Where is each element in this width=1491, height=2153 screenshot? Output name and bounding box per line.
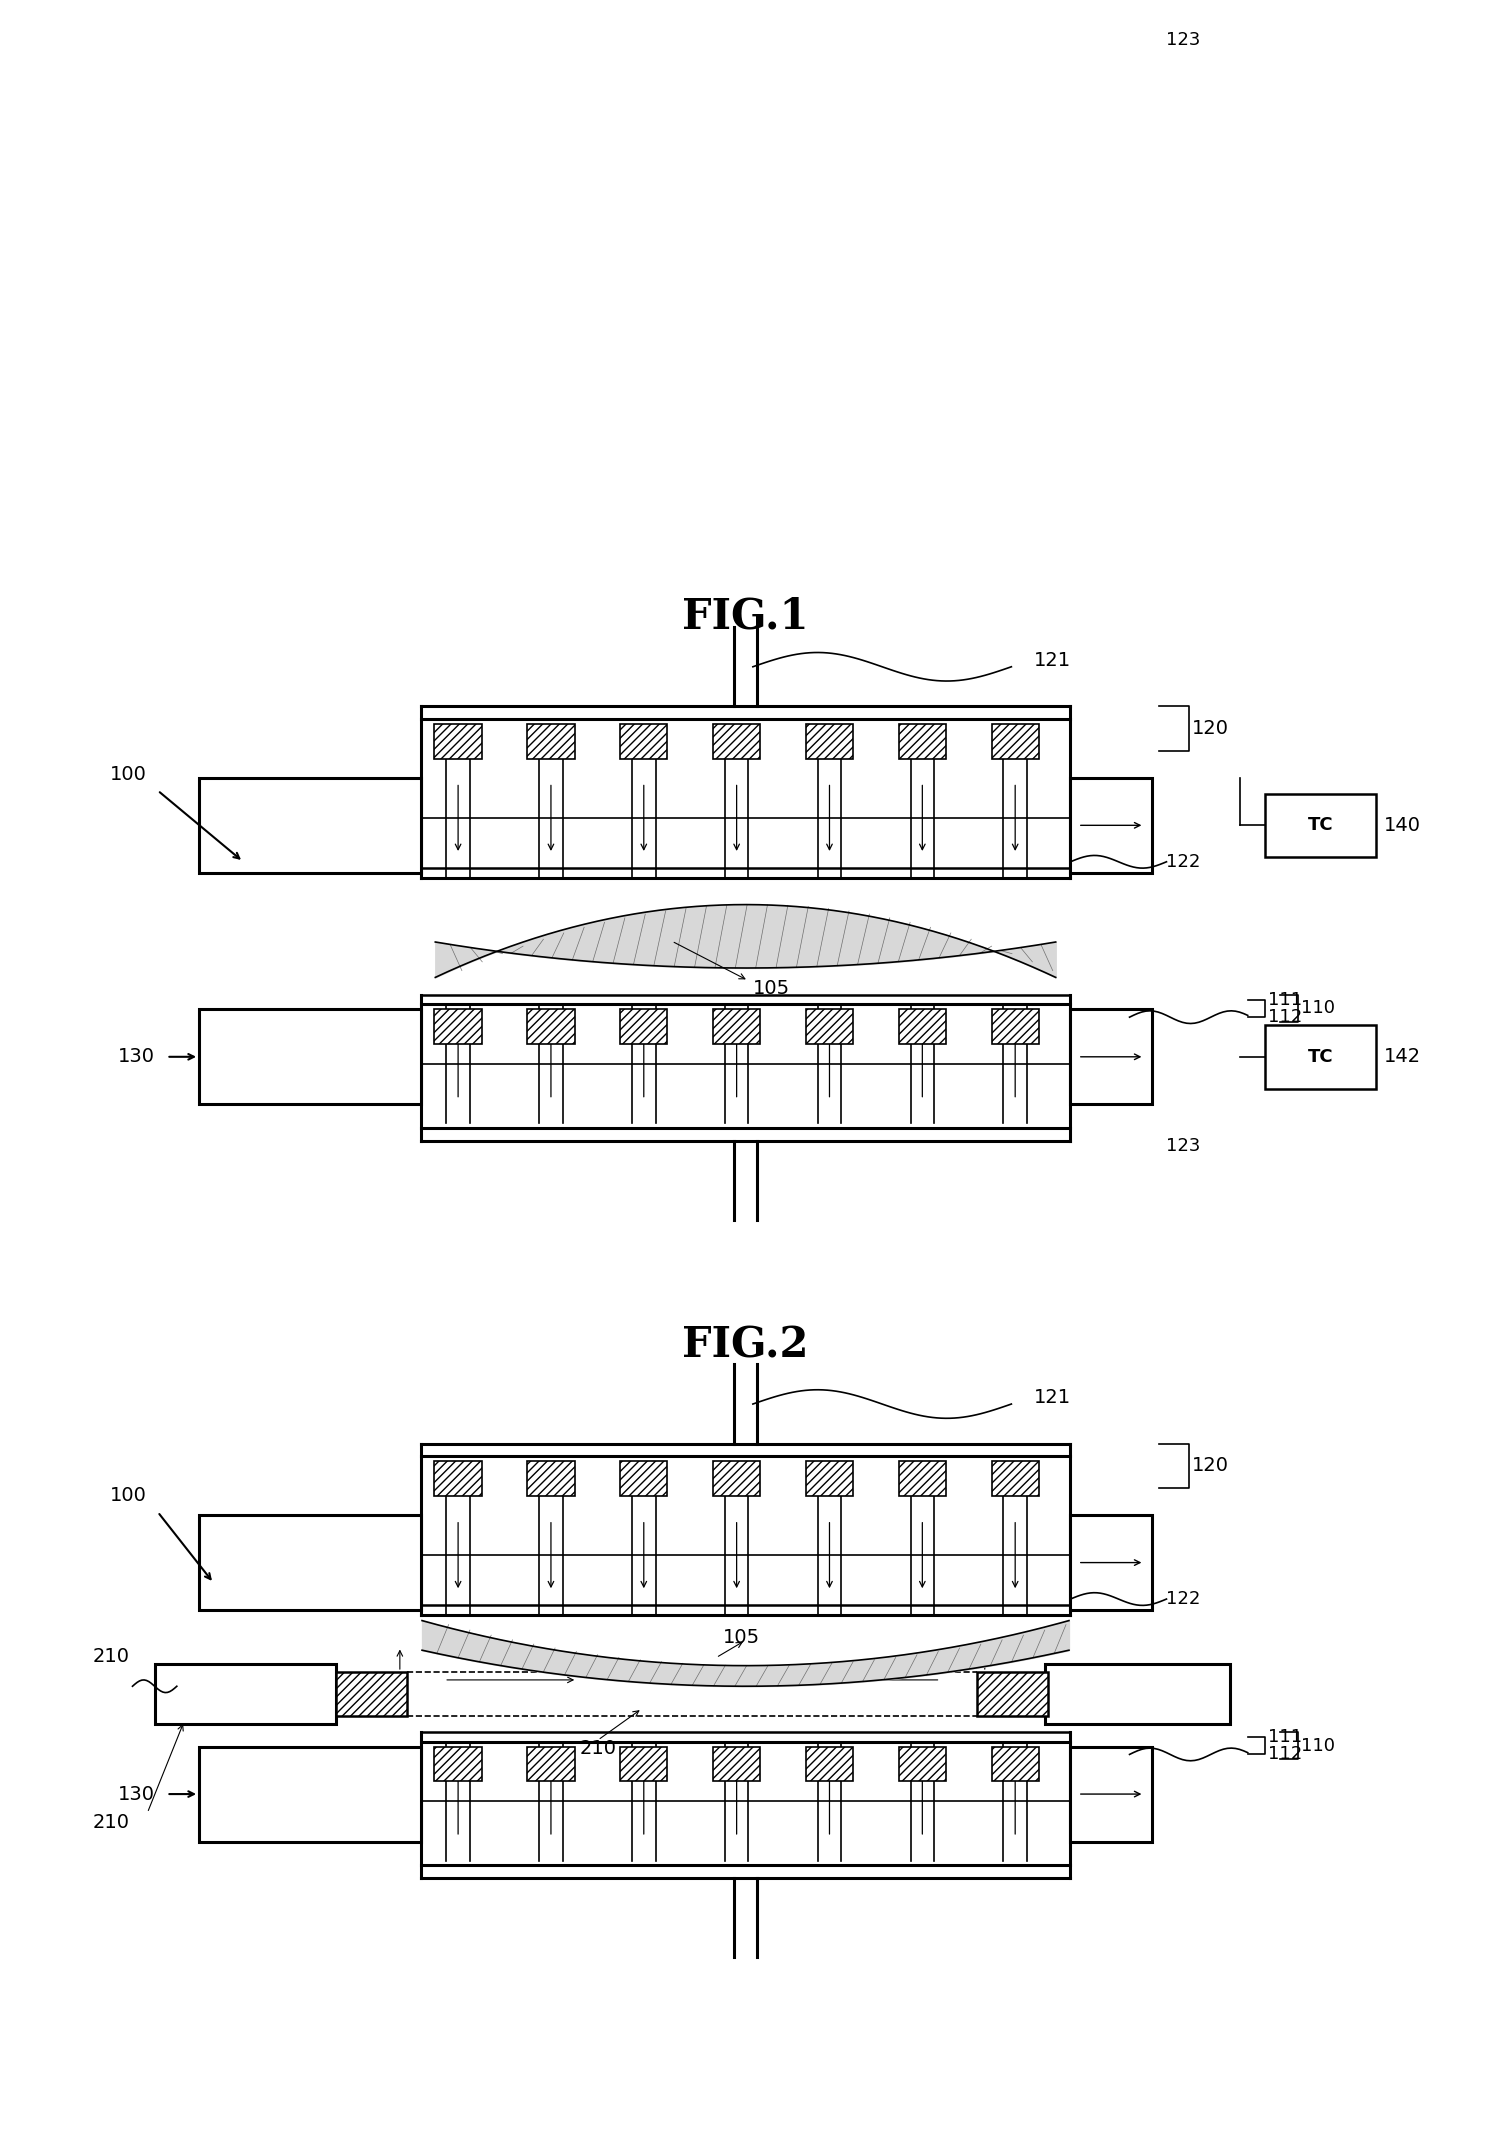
Bar <box>992 1010 1039 1044</box>
Text: 100: 100 <box>110 764 148 784</box>
Bar <box>992 723 1039 758</box>
Bar <box>434 723 482 758</box>
Text: 105: 105 <box>753 980 790 999</box>
Text: 210: 210 <box>580 1740 616 1757</box>
Bar <box>899 1010 945 1044</box>
Bar <box>198 1516 420 1610</box>
Bar <box>337 1673 407 1716</box>
Bar <box>1266 1025 1376 1089</box>
Text: 111: 111 <box>1269 1729 1303 1746</box>
Text: TC: TC <box>1308 1049 1333 1066</box>
Bar <box>713 1462 760 1496</box>
Bar <box>198 777 420 872</box>
Bar <box>528 1010 574 1044</box>
Bar <box>528 1462 574 1496</box>
Bar <box>805 1462 853 1496</box>
Text: 121: 121 <box>1033 650 1071 670</box>
Text: 140: 140 <box>1384 816 1421 835</box>
Bar <box>620 1746 668 1781</box>
Bar <box>434 1462 482 1496</box>
Bar <box>1071 1010 1151 1104</box>
Text: 123: 123 <box>1166 30 1200 50</box>
Bar <box>805 723 853 758</box>
Text: FIG.1: FIG.1 <box>683 594 808 637</box>
Bar <box>528 1746 574 1781</box>
Bar <box>805 1010 853 1044</box>
Text: 210: 210 <box>92 1813 130 1832</box>
Bar <box>992 1746 1039 1781</box>
Text: 121: 121 <box>1033 1389 1071 1408</box>
Text: 142: 142 <box>1384 1046 1421 1066</box>
Bar <box>198 1746 420 1841</box>
Text: 112: 112 <box>1269 1746 1303 1763</box>
Text: 100: 100 <box>110 1486 148 1505</box>
Text: TC: TC <box>1308 816 1333 835</box>
Bar <box>992 1462 1039 1496</box>
Bar <box>434 1746 482 1781</box>
Bar <box>528 723 574 758</box>
Text: 110: 110 <box>1300 1737 1334 1755</box>
Bar <box>713 723 760 758</box>
Bar <box>1266 794 1376 857</box>
Text: 110: 110 <box>1300 999 1334 1018</box>
Text: 120: 120 <box>1191 719 1229 738</box>
Text: FIG.2: FIG.2 <box>683 1324 808 1367</box>
Text: 210: 210 <box>92 1647 130 1666</box>
Bar <box>620 1462 668 1496</box>
Text: 111: 111 <box>1269 990 1303 1010</box>
Bar <box>899 1746 945 1781</box>
Bar <box>434 1010 482 1044</box>
Text: 112: 112 <box>1269 1008 1303 1027</box>
Bar <box>1045 1664 1230 1725</box>
Text: 120: 120 <box>1191 1455 1229 1475</box>
Bar <box>620 723 668 758</box>
Bar <box>899 1462 945 1496</box>
Text: 123: 123 <box>1166 1137 1200 1154</box>
Bar <box>620 1010 668 1044</box>
Bar <box>978 1673 1048 1716</box>
Bar <box>1071 1516 1151 1610</box>
Bar <box>899 723 945 758</box>
Bar <box>155 1664 337 1725</box>
Text: 105: 105 <box>723 1628 760 1647</box>
Bar <box>1071 1746 1151 1841</box>
Bar <box>1071 777 1151 872</box>
Text: 122: 122 <box>1166 1591 1200 1608</box>
Bar <box>805 1746 853 1781</box>
Bar <box>198 1010 420 1104</box>
Bar <box>713 1746 760 1781</box>
Text: 130: 130 <box>118 1046 155 1066</box>
Text: 130: 130 <box>118 1785 155 1804</box>
Bar <box>713 1010 760 1044</box>
Text: 122: 122 <box>1166 853 1200 870</box>
